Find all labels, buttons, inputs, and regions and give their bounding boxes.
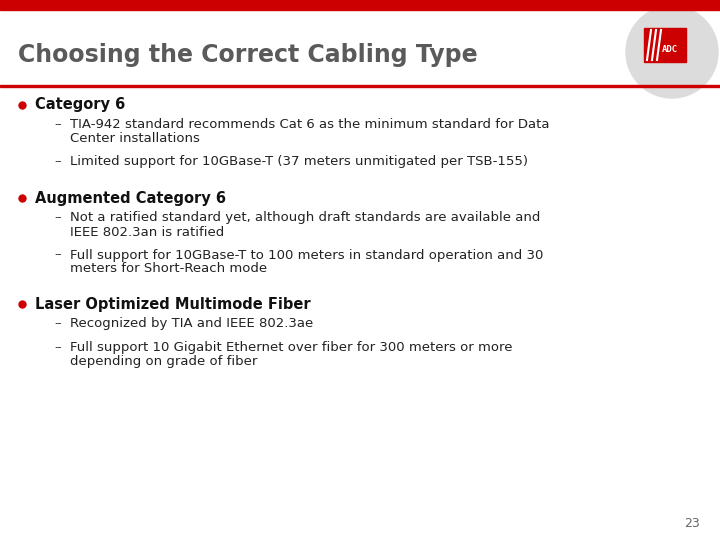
Text: Choosing the Correct Cabling Type: Choosing the Correct Cabling Type (18, 43, 477, 67)
Bar (644, 28, 686, 62)
Text: ADC: ADC (662, 45, 678, 53)
Bar (0, 85, 720, 87)
Text: 23: 23 (684, 517, 700, 530)
Text: Full support for 10GBase-T to 100 meters in standard operation and 30: Full support for 10GBase-T to 100 meters… (70, 248, 544, 261)
Text: –: – (55, 248, 61, 261)
Text: Full support 10 Gigabit Ethernet over fiber for 300 meters or more: Full support 10 Gigabit Ethernet over fi… (70, 341, 513, 354)
Circle shape (626, 6, 718, 98)
Text: meters for Short-Reach mode: meters for Short-Reach mode (70, 262, 267, 275)
Text: Center installations: Center installations (70, 132, 200, 145)
Text: Category 6: Category 6 (35, 98, 125, 112)
Text: –: – (55, 341, 61, 354)
Text: Recognized by TIA and IEEE 802.3ae: Recognized by TIA and IEEE 802.3ae (70, 318, 313, 330)
Text: –: – (55, 156, 61, 168)
Text: Augmented Category 6: Augmented Category 6 (35, 191, 226, 206)
Text: –: – (55, 118, 61, 132)
Text: Laser Optimized Multimode Fiber: Laser Optimized Multimode Fiber (35, 296, 310, 312)
Text: –: – (55, 212, 61, 225)
Text: depending on grade of fiber: depending on grade of fiber (70, 355, 257, 368)
Text: –: – (55, 318, 61, 330)
Bar (0, 0, 720, 10)
Text: Limited support for 10GBase-T (37 meters unmitigated per TSB-155): Limited support for 10GBase-T (37 meters… (70, 156, 528, 168)
Text: TIA-942 standard recommends Cat 6 as the minimum standard for Data: TIA-942 standard recommends Cat 6 as the… (70, 118, 549, 132)
Text: IEEE 802.3an is ratified: IEEE 802.3an is ratified (70, 226, 224, 239)
Text: Not a ratified standard yet, although draft standards are available and: Not a ratified standard yet, although dr… (70, 212, 541, 225)
